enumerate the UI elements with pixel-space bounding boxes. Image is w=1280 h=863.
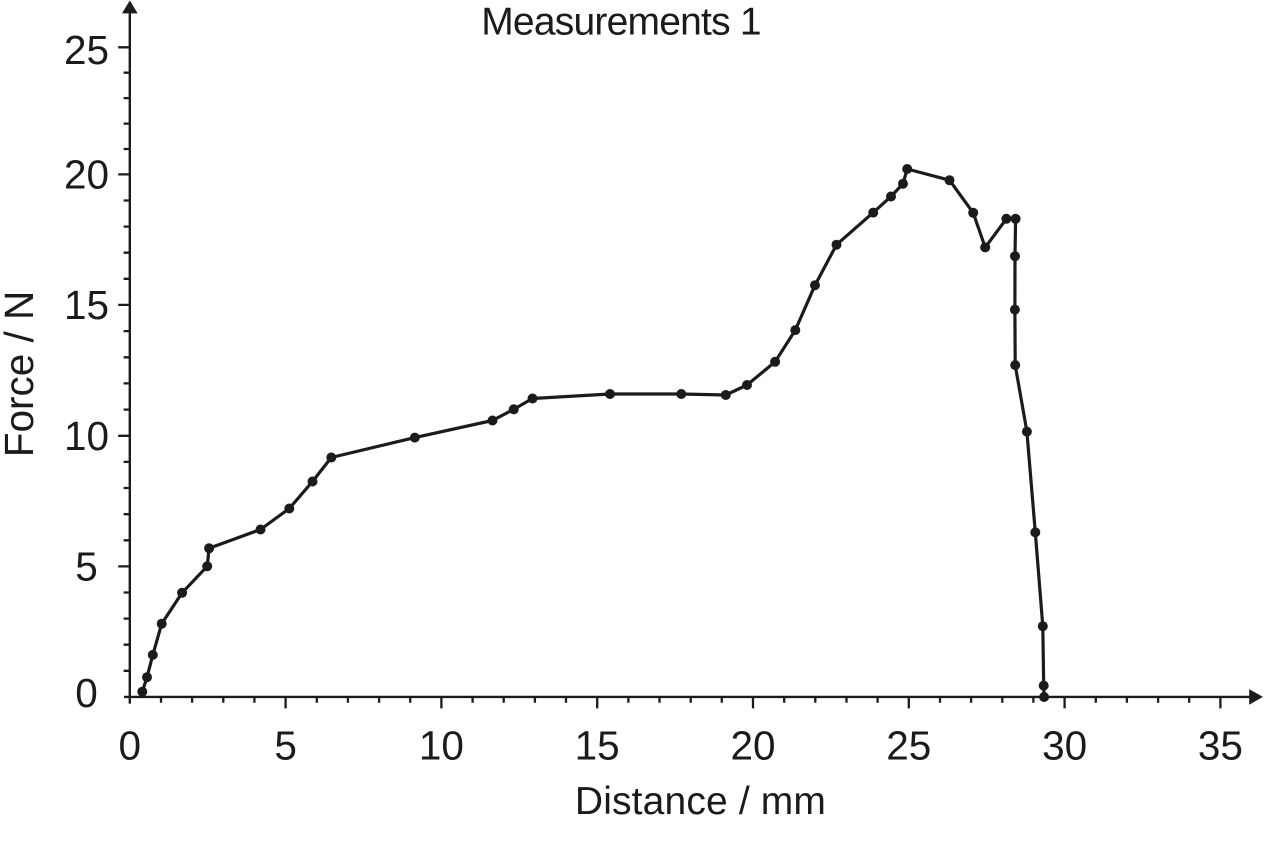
svg-text:20: 20 (64, 151, 109, 197)
svg-text:35: 35 (1198, 723, 1243, 769)
svg-text:Force / N: Force / N (0, 291, 42, 458)
svg-text:10: 10 (419, 723, 464, 769)
svg-text:0: 0 (119, 723, 142, 769)
svg-text:15: 15 (575, 723, 620, 769)
svg-text:15: 15 (64, 282, 109, 328)
svg-text:25: 25 (64, 27, 109, 73)
svg-text:25: 25 (886, 723, 931, 769)
svg-text:10: 10 (64, 413, 109, 459)
svg-text:0: 0 (75, 670, 98, 716)
svg-text:Measurements 1: Measurements 1 (481, 1, 761, 44)
svg-text:30: 30 (1042, 723, 1087, 769)
svg-text:5: 5 (274, 723, 297, 769)
svg-text:20: 20 (730, 723, 775, 769)
svg-text:5: 5 (75, 543, 98, 589)
svg-text:Distance / mm: Distance / mm (575, 780, 826, 823)
